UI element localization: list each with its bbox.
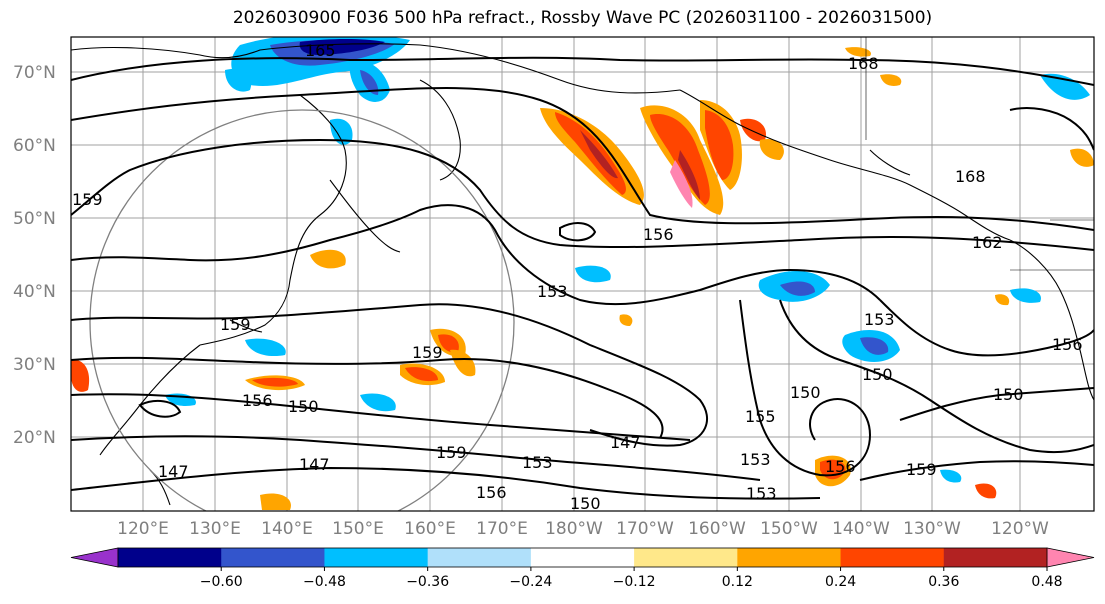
height-contours [71,56,1094,500]
lat-label: 30°N [13,355,56,375]
lon-label: 120°W [991,519,1049,539]
contour-label: 147 [158,462,189,481]
lon-label: 170°E [476,519,528,539]
contour-label: 153 [740,450,771,469]
contour-label: 150 [570,494,601,513]
contour-label: 155 [745,407,776,426]
colorbar-tick-label: 0.36 [928,574,959,590]
lat-label: 70°N [13,63,56,83]
colorbar-bin [840,548,945,567]
lon-label: 170°W [616,519,674,539]
lon-label: 130°E [189,519,241,539]
lon-label: 120°E [117,519,169,539]
contour-label: 153 [864,310,895,329]
colorbar-bin [221,548,325,567]
contour-label: 153 [746,484,777,503]
colorbar: −0.60 −0.48 −0.36 −0.24 −0.12 0.12 0.24 0.36 0.4… [70,547,1095,590]
colorbar-tick-label: −0.48 [303,574,346,590]
rossby-wave-circle [89,109,515,511]
contour-label: 159 [412,343,443,362]
colorbar-bin [634,548,738,567]
contour-label: 153 [537,282,568,301]
colorbar-bin [737,548,842,567]
colorbar-tick-label: 0.24 [825,574,856,590]
contour-label: 156 [1052,335,1083,354]
colorbar-extend-high [1046,547,1095,568]
political-borders [865,37,1094,271]
colorbar-frame [117,547,1048,568]
contour-label: 156 [643,225,674,244]
contour-label: 168 [955,167,986,186]
colorbar-bin [530,548,635,567]
colorbar-tick-label: 0.48 [1031,574,1062,590]
colorbar-tick-label: −0.12 [613,574,656,590]
lon-label: 180°W [545,519,603,539]
colorbar-bin [427,548,532,567]
contour-label: 162 [972,233,1003,252]
lon-label: 160°E [404,519,456,539]
lat-label: 20°N [13,428,56,448]
lat-label: 40°N [13,282,56,302]
colorbar-tick-label: 0.12 [722,574,753,590]
contour-label: 150 [862,365,893,384]
map-title: 2026030900 F036 500 hPa refract., Rossby… [232,8,933,28]
lon-label: 160°W [688,519,746,539]
colorbar-bin [118,548,222,567]
contour-labels: 165 168 168 162 159 156 153 159 156 150 … [72,41,1083,513]
colorbar-bin [324,548,429,567]
contour-label: 168 [848,54,879,73]
colorbar-bin [943,548,1048,567]
contour-label: 150 [993,385,1024,404]
lon-label: 130°W [903,519,961,539]
contour-label: 156 [476,483,507,502]
lon-label: 140°W [832,519,890,539]
lon-label: 140°E [261,519,313,539]
contour-label: 156 [825,457,856,476]
contour-label: 159 [436,443,467,462]
contour-label: 147 [610,433,641,452]
contour-label: 150 [288,397,319,416]
contour-label: 159 [72,190,103,209]
longitude-labels: 120°E 130°E 140°E 150°E 160°E 170°E 180°… [117,519,1049,539]
colorbar-tick-label: −0.60 [200,574,243,590]
contour-label: 156 [242,391,273,410]
lon-label: 150°E [332,519,384,539]
lat-label: 50°N [13,209,56,229]
lat-label: 60°N [13,136,56,156]
colorbar-extend-low [70,547,119,568]
lon-label: 150°W [760,519,818,539]
map-frame [70,36,1095,512]
contour-label: 153 [522,453,553,472]
contour-label: 159 [220,315,251,334]
colorbar-tick-label: −0.36 [406,574,449,590]
contour-label: 147 [299,455,330,474]
colorbar-tick-label: −0.24 [509,574,552,590]
contour-label: 150 [790,383,821,402]
contour-label: 159 [906,460,937,479]
contour-label: 165 [305,41,336,60]
latitude-labels: 70°N 60°N 50°N 40°N 30°N 20°N [13,63,56,448]
